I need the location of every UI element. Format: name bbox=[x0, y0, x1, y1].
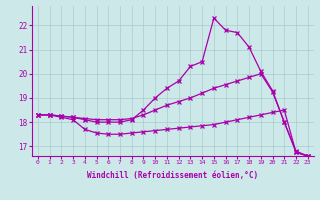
X-axis label: Windchill (Refroidissement éolien,°C): Windchill (Refroidissement éolien,°C) bbox=[87, 171, 258, 180]
